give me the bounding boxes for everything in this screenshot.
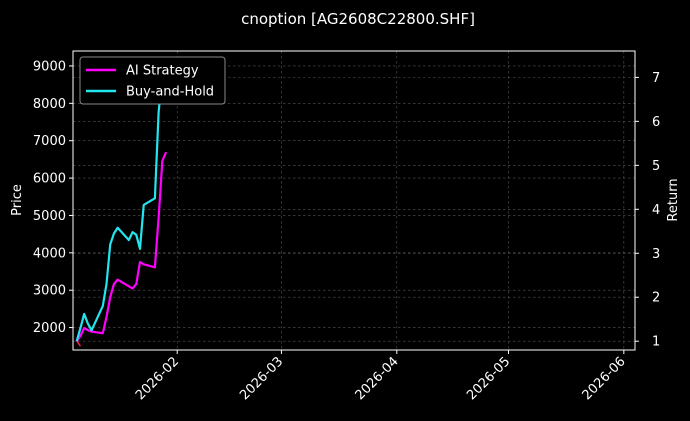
plot-frame xyxy=(72,50,636,351)
y-tick-label: 5000 xyxy=(33,209,66,224)
y-tick-label: 6000 xyxy=(33,172,66,187)
y2-tick-label: 7 xyxy=(652,71,660,86)
grid-layer xyxy=(73,51,635,350)
y2-tick-label: 5 xyxy=(652,159,660,174)
y-tick-label: 9000 xyxy=(33,59,66,74)
x-tick-label: 2026-06 xyxy=(580,354,629,403)
y-axis-left: 2000 3000 4000 5000 6000 7000 8000 9000 xyxy=(33,59,73,336)
legend: AI Strategy Buy-and-Hold xyxy=(79,56,226,105)
y2-tick-label: 4 xyxy=(652,203,660,218)
series-line-buy-and-hold xyxy=(75,72,164,342)
y-axis-label: Price xyxy=(10,184,25,216)
y2-tick-label: 2 xyxy=(652,291,660,306)
x-tick-label: 2026-02 xyxy=(133,354,182,403)
y-axis-right: 1 2 3 4 5 6 7 xyxy=(635,71,660,350)
y2-tick-label: 3 xyxy=(652,247,660,262)
legend-box xyxy=(79,56,226,105)
y2-tick-label: 1 xyxy=(652,335,660,350)
y-tick-label: 4000 xyxy=(33,246,66,261)
y-tick-label: 8000 xyxy=(33,97,66,112)
x-tick-label: 2026-03 xyxy=(237,354,286,403)
legend-label: AI Strategy xyxy=(126,64,199,79)
y2-axis-label: Return xyxy=(666,178,681,221)
x-axis: 2026-02 2026-03 2026-04 2026-05 2026-06 xyxy=(133,350,629,403)
y-tick-label: 7000 xyxy=(33,134,66,149)
chart-title: cnoption [AG2608C22800.SHF] xyxy=(241,10,475,28)
x-tick-label: 2026-04 xyxy=(353,354,402,403)
x-tick-label: 2026-05 xyxy=(464,354,513,403)
y-tick-label: 3000 xyxy=(33,284,66,299)
y-tick-label: 2000 xyxy=(33,321,66,336)
legend-label: Buy-and-Hold xyxy=(126,85,214,100)
series-line-ai-strategy xyxy=(75,151,168,342)
series-layer xyxy=(75,72,168,347)
y2-tick-label: 6 xyxy=(652,115,660,130)
